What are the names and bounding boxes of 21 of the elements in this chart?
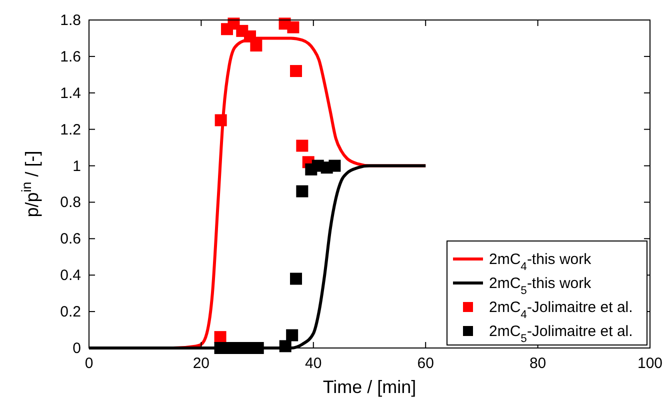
x-axis-title: Time / [min] [322, 377, 416, 397]
y-tick-label: 0.2 [60, 304, 81, 321]
legend-label: 2mC$_{5}$-this work [489, 275, 592, 297]
y-tick-label: 0.4 [60, 267, 81, 284]
y-tick-label: 1.6 [60, 48, 81, 66]
x-tick-label: 80 [529, 355, 546, 372]
legend-label: 2mC$_{4}$-Jolimaitre et al. [489, 299, 633, 321]
x-tick-label: 0 [84, 355, 94, 372]
y-tick-label: 1.8 [60, 12, 81, 29]
x-tick-label: 60 [417, 355, 434, 372]
legend-label: 2mC$_{4}$-this work [489, 251, 592, 273]
y-tick-label: 1.2 [60, 121, 81, 138]
y-tick-label: 0.6 [60, 230, 81, 248]
x-tick-label: 40 [305, 355, 322, 372]
x-tick-label: 100 [637, 355, 663, 372]
y-tick-label: 0.8 [60, 194, 81, 212]
legend-label: 2mC$_{5}$-Jolimaitre et al. [489, 323, 633, 345]
y-tick-label: 0 [72, 340, 81, 357]
y-tick-label: 1 [72, 158, 81, 175]
x-tick-label: 20 [192, 355, 210, 372]
y-tick-label: 1.4 [60, 84, 81, 102]
